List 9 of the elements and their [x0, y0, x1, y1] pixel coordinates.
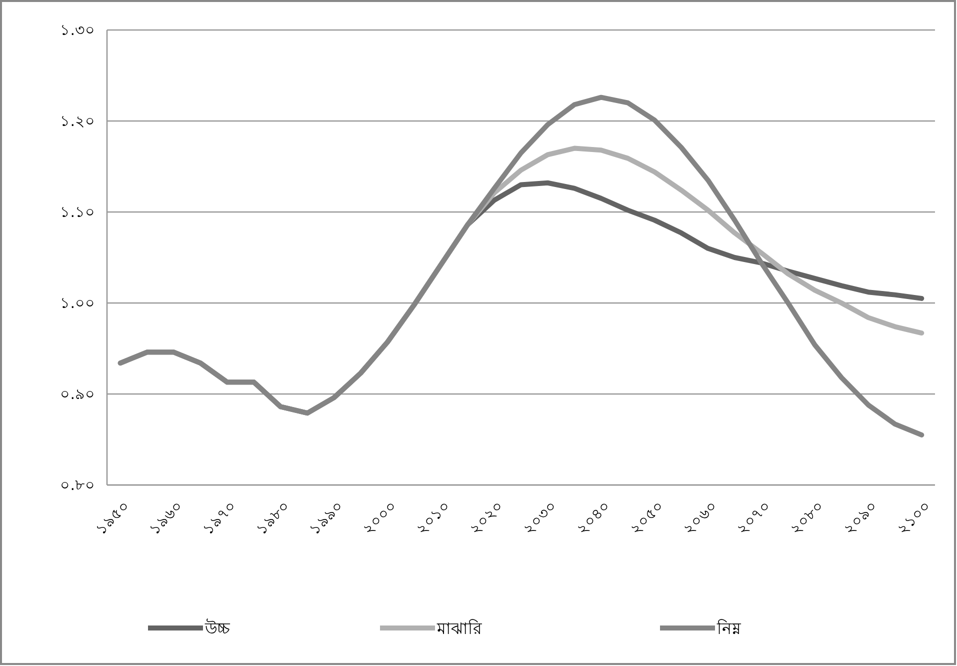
- y-tick-label: ১.৩০: [60, 21, 95, 39]
- legend-label: নিম্ন: [716, 619, 742, 638]
- legend-label: মাঝারি: [436, 619, 483, 638]
- y-tick-label: ১.০০: [60, 294, 95, 312]
- legend-label: উচ্চ: [204, 619, 231, 638]
- y-tick-label: ০.৯০: [60, 385, 95, 403]
- y-tick-label: ০.৮০: [60, 476, 95, 494]
- y-tick-label: ১.২০: [60, 112, 95, 130]
- y-tick-label: ১.১০: [60, 203, 95, 221]
